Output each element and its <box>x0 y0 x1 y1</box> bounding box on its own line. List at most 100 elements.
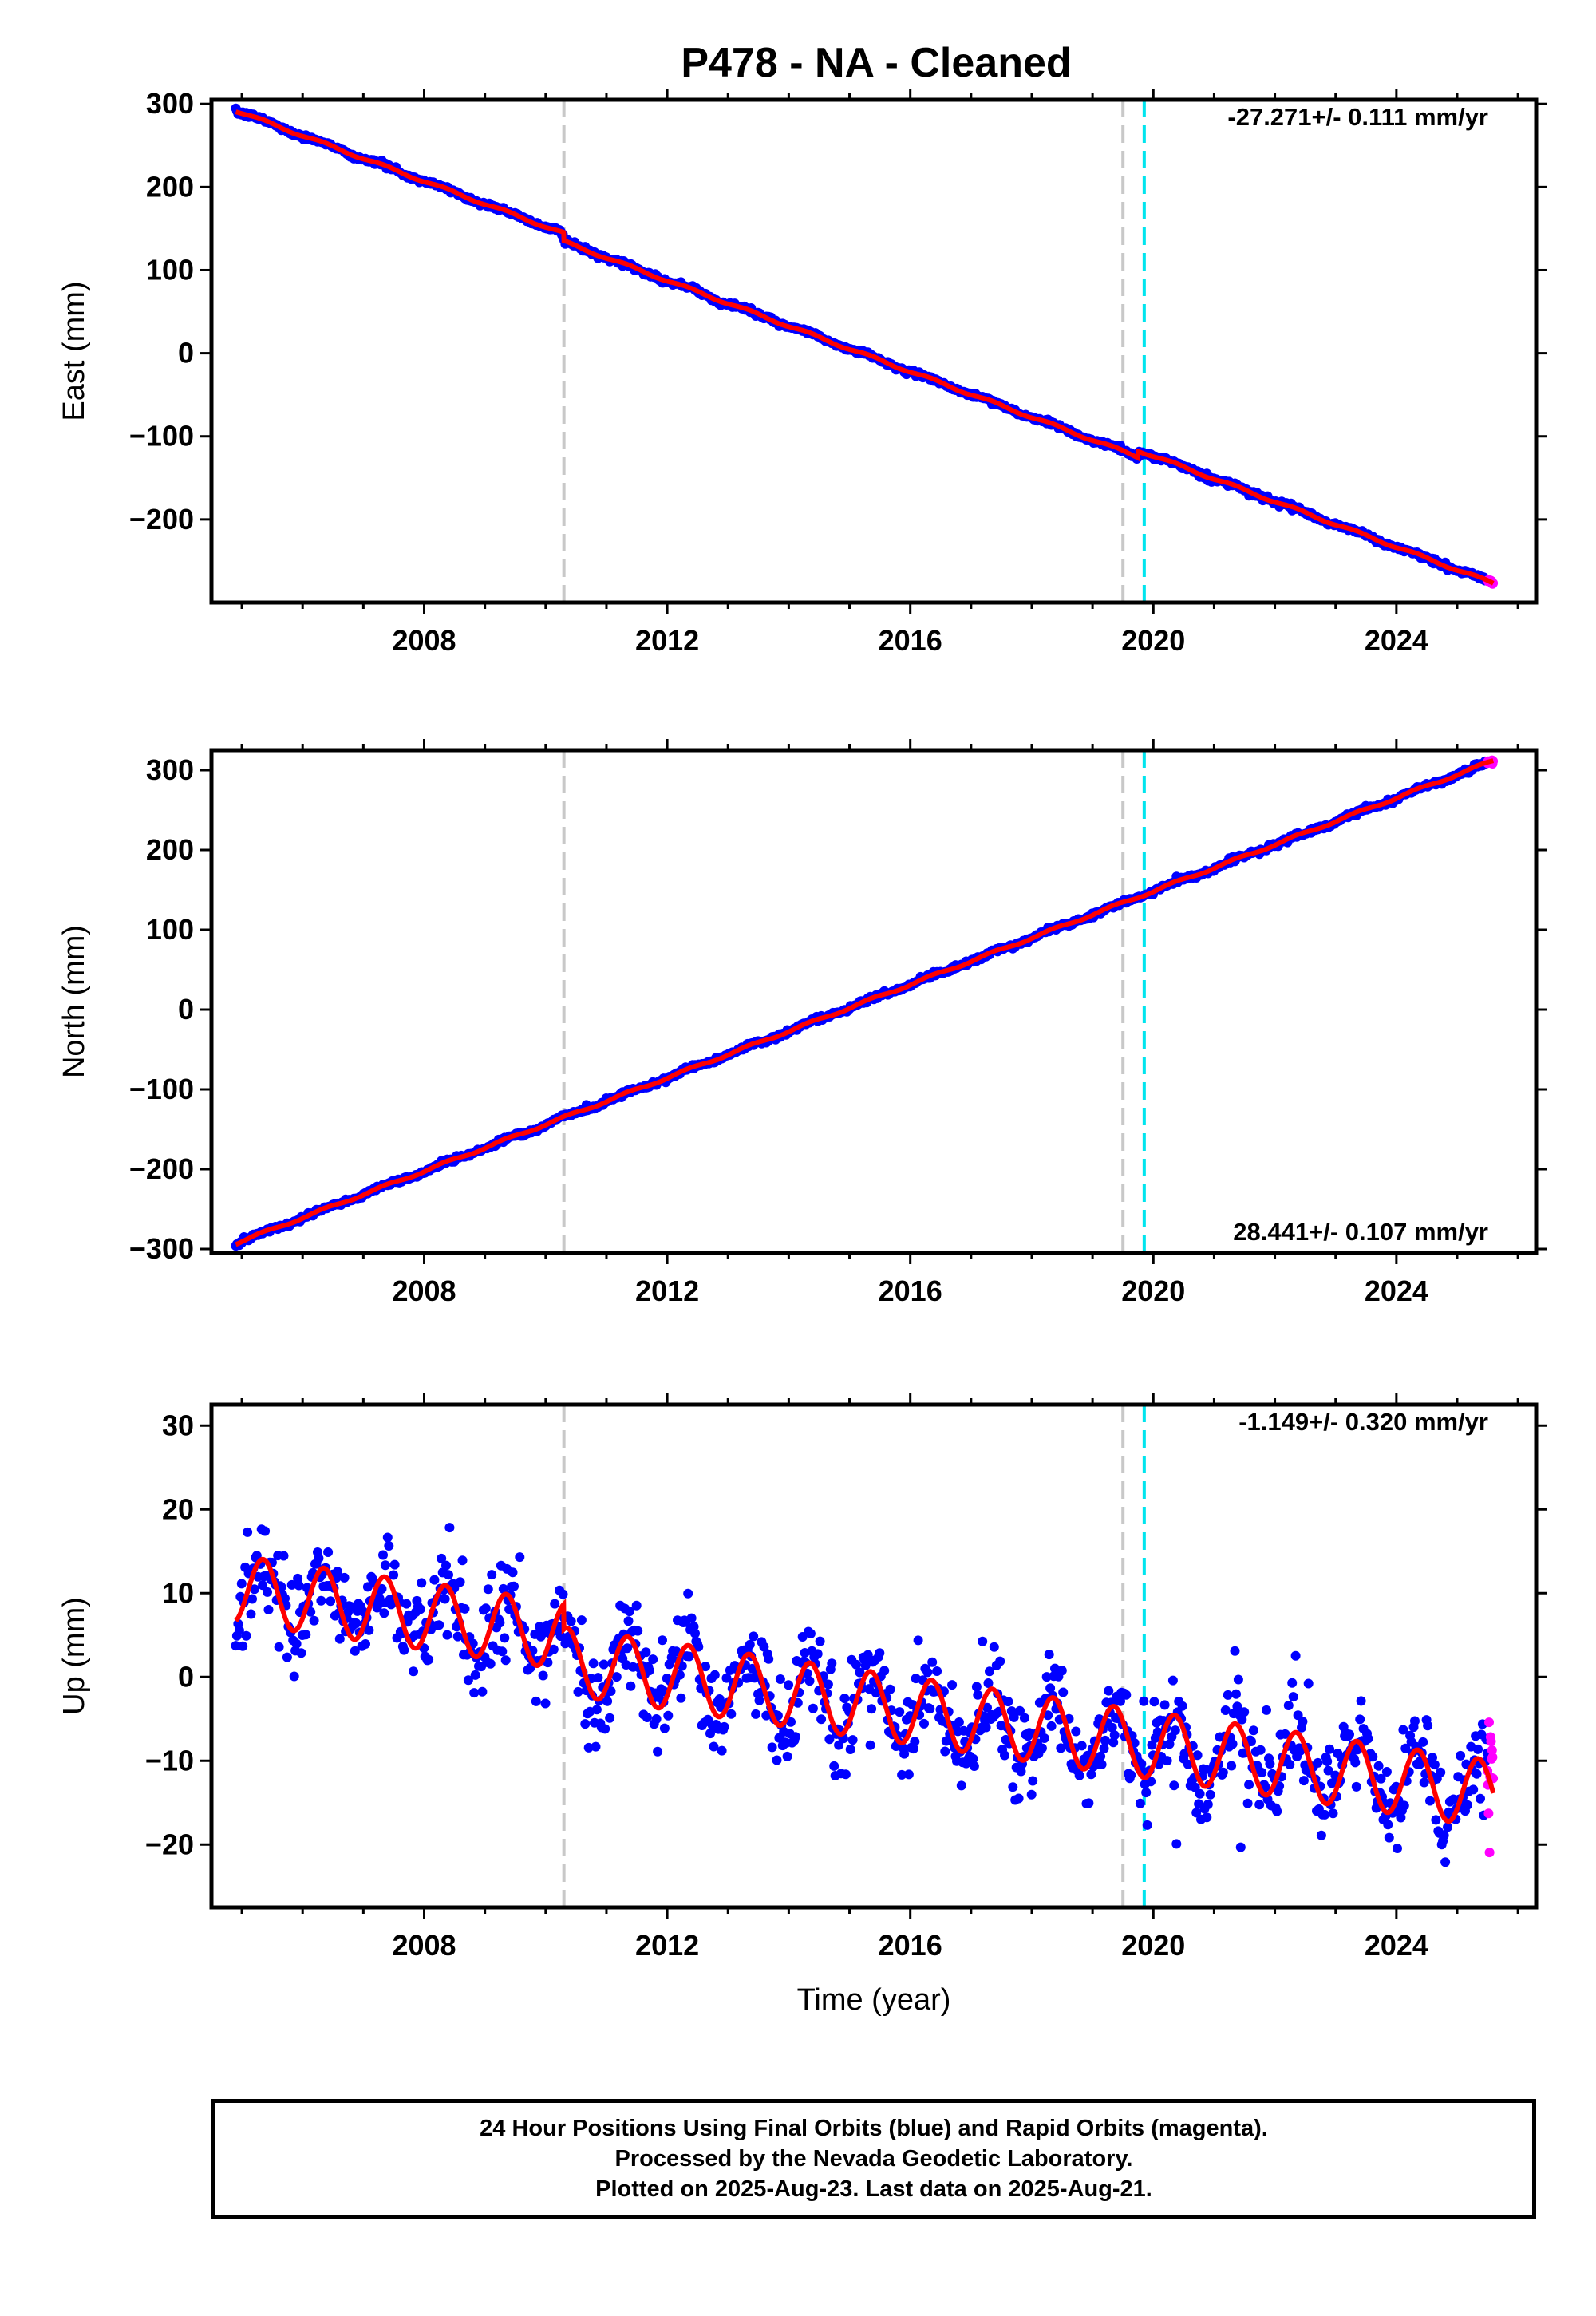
data-point <box>676 1693 686 1703</box>
x-tick-label: 2024 <box>1365 1275 1428 1307</box>
data-point <box>683 1588 693 1599</box>
data-point <box>1195 1788 1205 1799</box>
data-point <box>745 1639 755 1650</box>
data-point <box>1037 1743 1047 1753</box>
data-point <box>460 1603 470 1614</box>
data-point <box>1283 1701 1294 1710</box>
data-point <box>1220 1705 1231 1715</box>
data-point <box>1443 1822 1452 1832</box>
data-point <box>749 1631 759 1642</box>
data-point <box>316 1595 326 1606</box>
data-point <box>663 1710 674 1721</box>
data-point <box>384 1541 394 1551</box>
data-point <box>816 1714 827 1725</box>
data-point <box>823 1679 833 1690</box>
data-point <box>1288 1692 1298 1702</box>
data-point <box>1242 1798 1253 1808</box>
y-tick-label: −200 <box>129 1152 194 1185</box>
data-point <box>1139 1696 1149 1706</box>
data-point <box>558 1589 568 1599</box>
rapid-data-point <box>1486 1737 1496 1746</box>
data-point <box>1046 1721 1057 1731</box>
data-point <box>1439 1830 1449 1840</box>
data-point <box>1431 1815 1441 1825</box>
data-point <box>361 1639 370 1649</box>
data-point <box>956 1780 966 1791</box>
data-point <box>301 1630 311 1640</box>
data-point <box>815 1636 825 1646</box>
data-point <box>1419 1777 1429 1788</box>
data-point <box>1169 1780 1179 1791</box>
data-point <box>409 1666 418 1677</box>
data-point <box>790 1732 800 1742</box>
data-point <box>1355 1714 1365 1725</box>
y-tick-label: −10 <box>145 1744 194 1777</box>
data-point <box>827 1658 837 1669</box>
data-point <box>622 1643 632 1654</box>
data-point <box>845 1745 855 1754</box>
data-point <box>1418 1737 1428 1747</box>
x-tick-label: 2008 <box>392 1929 456 1962</box>
data-point <box>764 1654 774 1664</box>
data-point <box>1205 1789 1215 1800</box>
x-tick-label: 2020 <box>1121 1929 1185 1962</box>
data-point <box>1177 1701 1187 1711</box>
data-point <box>1074 1770 1084 1780</box>
data-point <box>241 1630 251 1641</box>
caption-line-3: Plotted on 2025-Aug-23. Last data on 202… <box>595 2176 1152 2202</box>
data-point <box>641 1647 651 1658</box>
data-point <box>455 1577 465 1587</box>
data-point <box>434 1620 444 1630</box>
chart-title: P478 - NA - Cleaned <box>681 40 1071 86</box>
data-point <box>847 1735 858 1745</box>
data-point <box>485 1658 496 1669</box>
data-point <box>598 1659 609 1670</box>
data-point <box>839 1694 850 1704</box>
data-point <box>1159 1700 1170 1710</box>
data-point <box>605 1713 615 1723</box>
data-point <box>509 1581 519 1591</box>
data-point <box>1039 1733 1049 1743</box>
x-tick-label: 2012 <box>635 1275 699 1307</box>
data-point <box>1472 1769 1482 1779</box>
data-point <box>971 1682 982 1692</box>
data-point <box>767 1742 777 1753</box>
data-point <box>538 1670 548 1681</box>
data-point <box>867 1704 877 1714</box>
y-tick-label: 100 <box>146 913 194 946</box>
x-tick-label: 2012 <box>635 1929 699 1962</box>
data-point <box>1320 1809 1330 1820</box>
x-tick-label: 2016 <box>879 624 942 657</box>
data-point <box>1440 1857 1451 1867</box>
data-point <box>1423 1721 1433 1731</box>
data-point <box>334 1634 345 1644</box>
data-point <box>1233 1674 1243 1685</box>
data-point <box>1171 1839 1182 1849</box>
data-point <box>289 1671 299 1682</box>
data-point <box>782 1751 792 1761</box>
data-point <box>1351 1781 1361 1792</box>
data-point <box>1084 1798 1094 1808</box>
data-point <box>973 1690 983 1700</box>
data-point <box>1202 1812 1212 1823</box>
data-point <box>480 1603 491 1614</box>
data-point <box>389 1559 400 1570</box>
data-point <box>500 1655 511 1666</box>
data-point <box>658 1635 667 1646</box>
x-tick-label: 2016 <box>879 1929 942 1962</box>
data-point <box>927 1657 938 1667</box>
data-point <box>500 1633 510 1643</box>
data-point <box>296 1648 306 1658</box>
data-point <box>1473 1744 1483 1754</box>
data-point <box>452 1631 463 1642</box>
data-point <box>444 1570 453 1580</box>
x-tick-label: 2016 <box>879 1275 942 1307</box>
data-point <box>1227 1739 1238 1749</box>
data-point <box>1410 1716 1420 1726</box>
caption-line-2: Processed by the Nevada Geodetic Laborat… <box>614 2146 1133 2172</box>
data-point <box>922 1667 933 1678</box>
data-point <box>1363 1733 1373 1744</box>
data-point <box>651 1714 662 1724</box>
data-point <box>910 1737 920 1747</box>
data-point <box>1235 1842 1246 1852</box>
